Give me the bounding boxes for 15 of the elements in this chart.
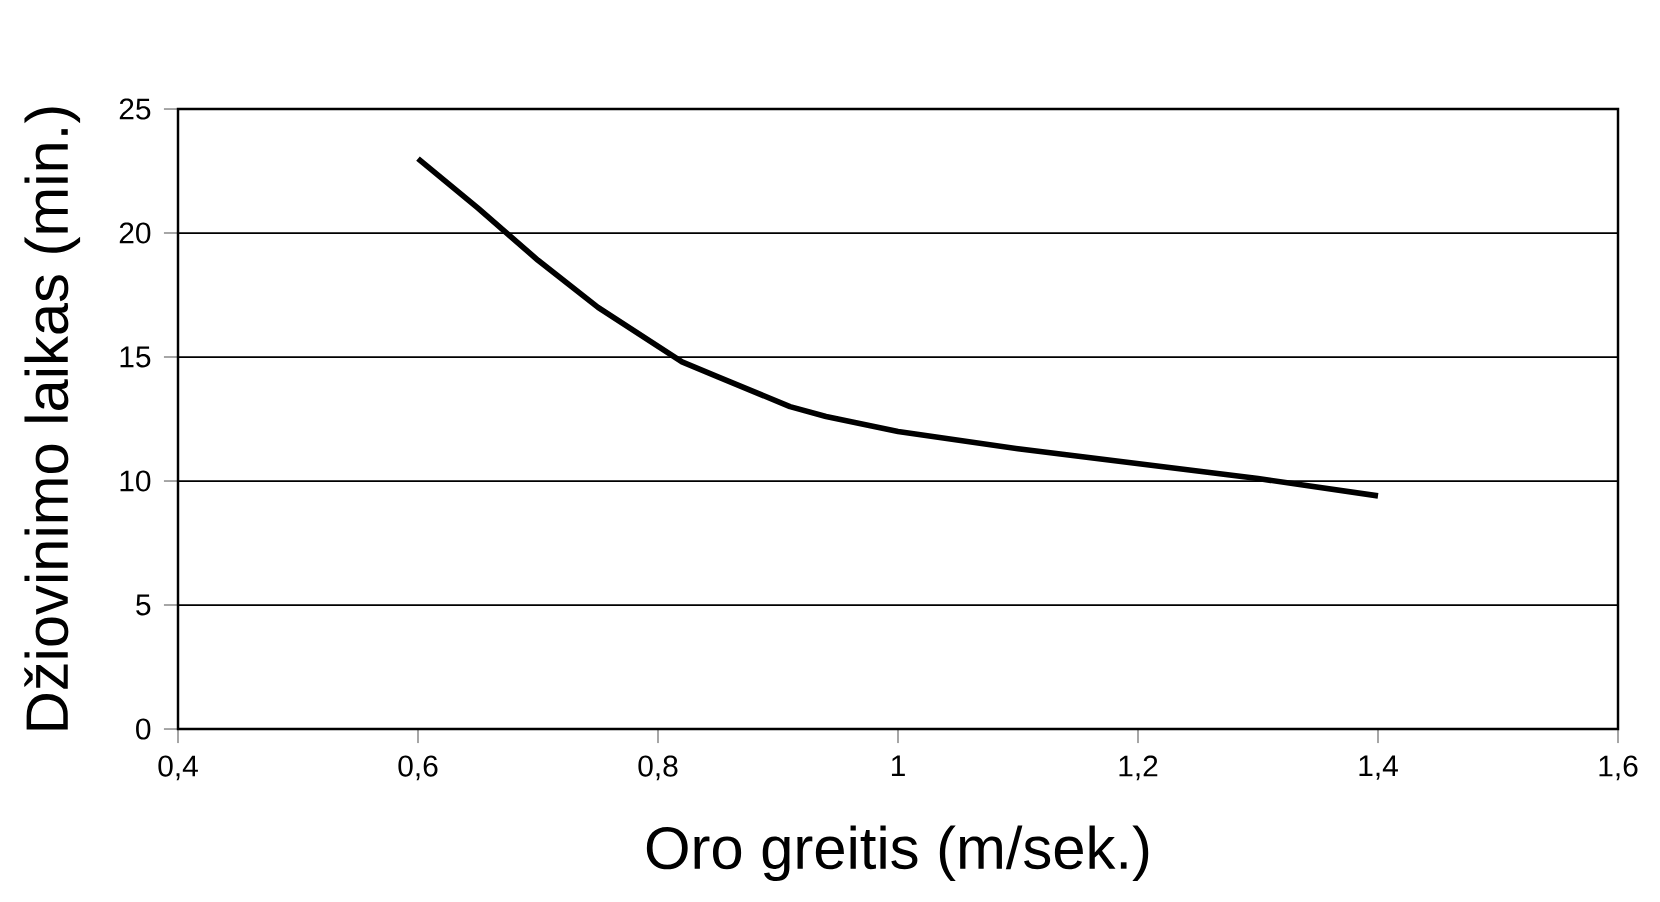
y-tick-label: 0: [136, 718, 151, 740]
y-tick-label: 25: [119, 98, 151, 120]
y-tick-label: 15: [120, 346, 151, 368]
x-tick-label: 0,6: [398, 755, 438, 781]
x-tick-label: 0,4: [158, 755, 198, 781]
y-axis-title: Džiovinimo laikas (min.): [24, 107, 81, 730]
x-tick-label: 1,4: [1359, 755, 1398, 780]
x-tick-label: 1,2: [1119, 755, 1158, 781]
x-tick-label: 1: [891, 755, 905, 777]
x-axis-title: Oro greitis (m/sek.): [646, 825, 1149, 882]
x-tick-label: 1,6: [1599, 755, 1638, 781]
y-tick-label: 5: [136, 594, 151, 616]
y-tick-label: 10: [120, 470, 151, 492]
x-tick-label: 0,8: [638, 755, 678, 781]
y-tick-label: 20: [119, 222, 151, 244]
